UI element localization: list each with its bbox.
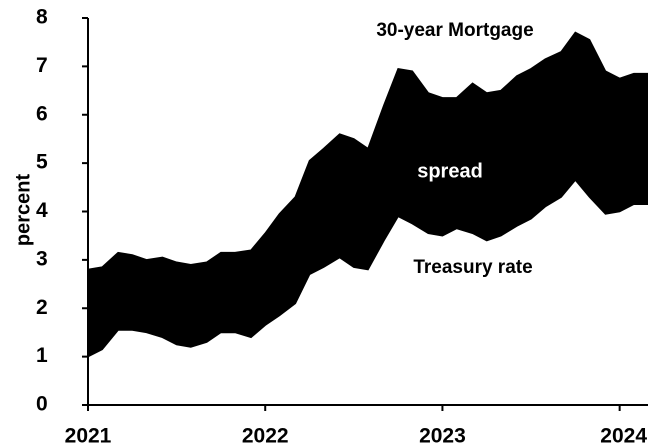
x-tick-label: 2021	[65, 425, 112, 448]
y-tick-label: 1	[36, 344, 48, 367]
y-tick-label: 4	[36, 199, 48, 222]
y-tick-label: 2	[36, 296, 48, 319]
series-label: Treasury rate	[413, 257, 532, 278]
x-tick-label: 2023	[419, 425, 466, 448]
y-tick-label: 8	[36, 6, 48, 29]
y-tick-label: 5	[36, 151, 48, 174]
series-label: 30-year Mortgage	[376, 20, 533, 41]
x-tick-label: 2024	[600, 425, 647, 448]
series-line	[87, 178, 648, 358]
x-tick-label: 2022	[242, 425, 289, 448]
y-axis-label: percent	[12, 174, 34, 247]
annotation: spread	[417, 160, 483, 182]
y-tick-label: 0	[36, 393, 48, 416]
y-tick-label: 7	[36, 54, 48, 77]
spread-area	[88, 32, 648, 357]
series-line	[87, 31, 648, 271]
y-tick-label: 3	[36, 247, 48, 270]
y-tick-label: 6	[36, 102, 48, 125]
